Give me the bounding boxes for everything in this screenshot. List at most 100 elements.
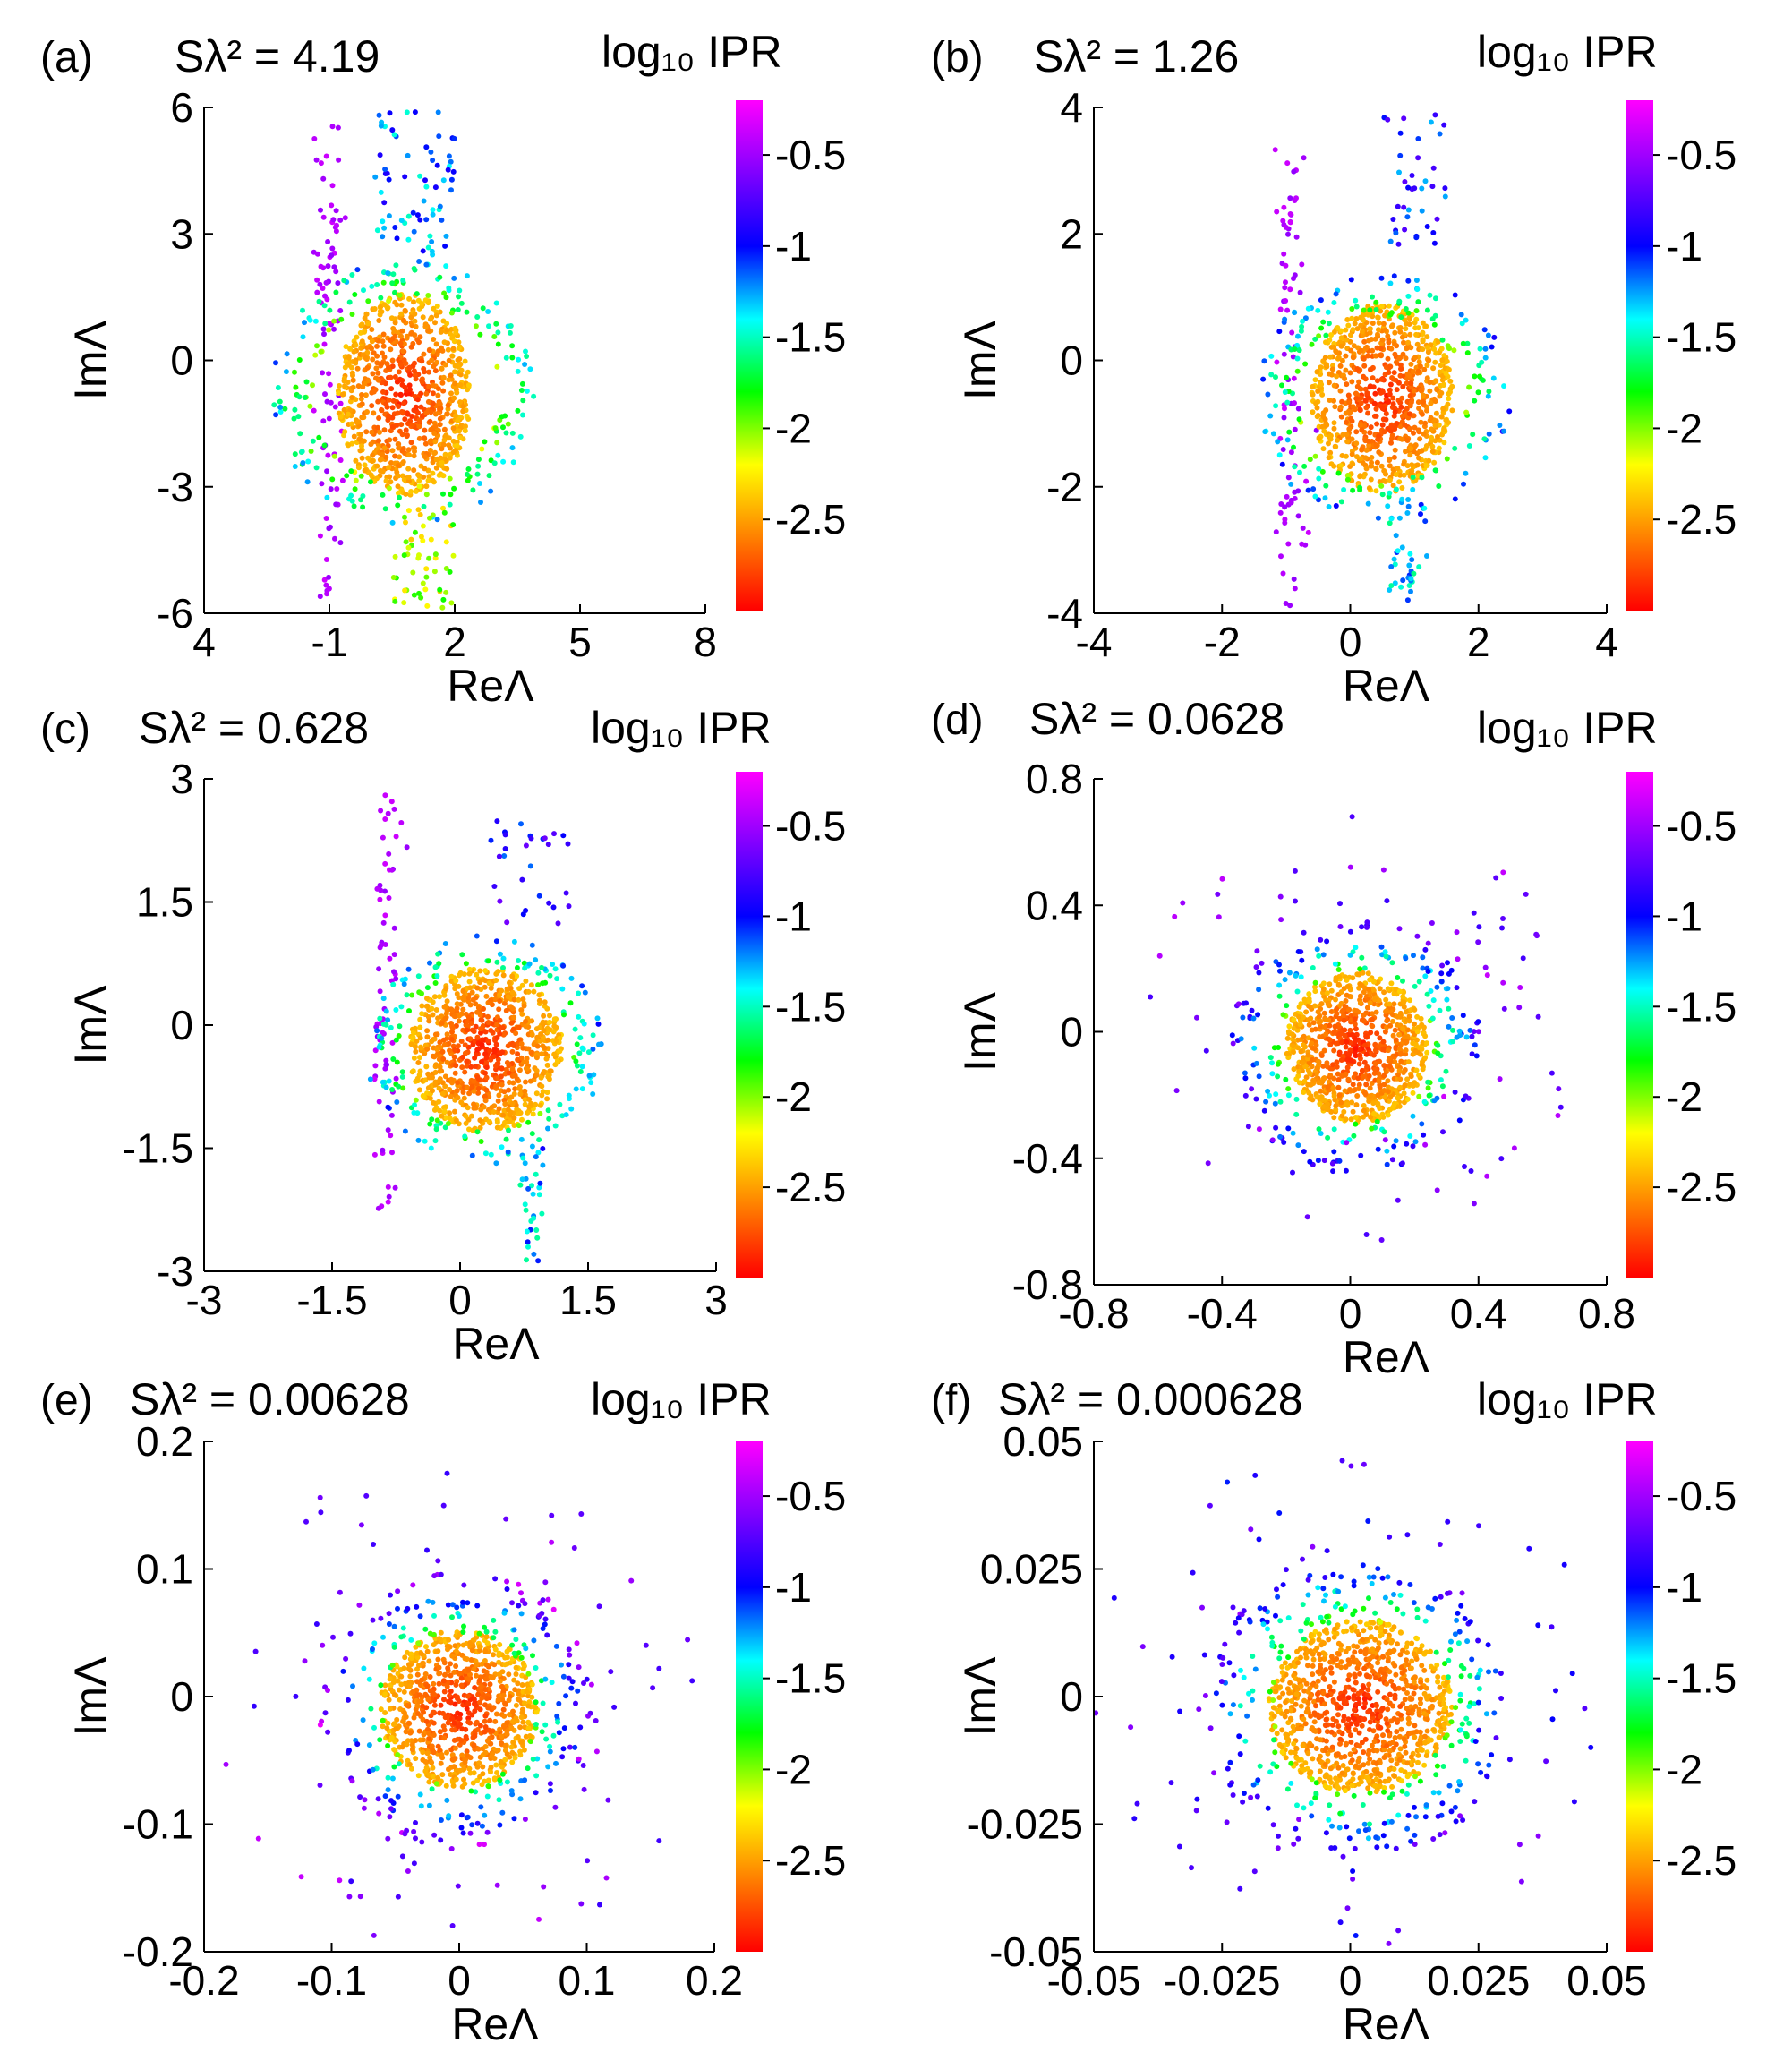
scatter-point — [1296, 1069, 1302, 1074]
scatter-point — [516, 986, 523, 992]
scatter-point — [1407, 1133, 1413, 1139]
scatter-point — [1243, 1000, 1249, 1006]
scatter-point — [1256, 970, 1262, 976]
colorbar-label: log₁₀ IPR — [591, 703, 772, 753]
scatter-point — [481, 1005, 486, 1012]
scatter-point — [1312, 493, 1318, 500]
scatter-point — [1463, 317, 1469, 323]
scatter-point — [1293, 898, 1298, 904]
scatter-point — [333, 269, 339, 275]
y-tick-label: 3 — [170, 756, 193, 802]
scatter-point — [1392, 1059, 1398, 1064]
scatter-point — [455, 1095, 461, 1101]
scatter-point — [1327, 449, 1334, 456]
scatter-point — [424, 996, 430, 1002]
scatter-point — [391, 806, 397, 812]
scatter-point — [514, 965, 520, 970]
y-tick-label: 0 — [170, 1002, 193, 1048]
scatter-point — [494, 363, 500, 370]
scatter-point — [422, 177, 428, 184]
scatter-point — [329, 183, 336, 189]
scatter-point — [1459, 321, 1465, 327]
scatter-point — [349, 272, 355, 278]
scatter-point — [430, 211, 436, 218]
scatter-point — [1485, 332, 1491, 338]
scatter-point — [1429, 449, 1436, 455]
scatter-point — [300, 334, 306, 340]
scatter-point — [1292, 310, 1298, 316]
scatter-point — [1310, 383, 1316, 389]
scatter-point — [374, 463, 380, 469]
scatter-point — [438, 1702, 444, 1708]
scatter-point — [339, 477, 346, 483]
scatter-point — [1316, 1020, 1322, 1026]
scatter-point — [374, 282, 380, 287]
scatter-point — [1272, 1100, 1278, 1107]
scatter-point — [401, 357, 407, 363]
scatter-point — [1320, 1063, 1327, 1069]
scatter-point — [1434, 984, 1440, 990]
scatter-point — [1297, 469, 1302, 475]
scatter-point — [1432, 423, 1438, 429]
scatter-point — [434, 1047, 440, 1053]
scatter-point — [348, 492, 354, 499]
scatter-point — [1357, 966, 1363, 972]
scatter-point — [444, 411, 450, 417]
scatter-point — [1392, 341, 1397, 347]
scatter-point — [1331, 1093, 1337, 1099]
scatter-point — [1411, 570, 1417, 577]
scatter-point — [1299, 541, 1305, 547]
scatter-point — [1437, 393, 1443, 399]
scatter-point — [1344, 1101, 1350, 1107]
scatter-point — [1327, 1022, 1333, 1029]
scatter-point — [471, 1078, 477, 1084]
scatter-point — [1377, 1084, 1383, 1090]
scatter-point — [494, 1119, 500, 1125]
scatter-point — [1265, 391, 1271, 398]
scatter-point — [1417, 436, 1423, 442]
scatter-point — [1267, 1055, 1274, 1061]
scatter-point — [547, 1013, 552, 1019]
scatter-point — [1392, 409, 1398, 415]
scatter-point — [430, 512, 436, 518]
scatter-point — [397, 340, 404, 346]
scatter-point — [1445, 960, 1450, 966]
scatter-point — [422, 1077, 429, 1083]
scatter-point — [1370, 1052, 1377, 1058]
scatter-point — [540, 980, 546, 987]
scatter-point — [416, 483, 422, 490]
scatter-point — [1336, 1092, 1343, 1099]
scatter-point — [1412, 1080, 1418, 1086]
scatter-point — [477, 481, 482, 486]
scatter-point — [1386, 1047, 1391, 1054]
scatter-point — [1316, 497, 1321, 503]
scatter-point — [1369, 1125, 1375, 1132]
scatter-point — [454, 991, 460, 996]
scatter-point — [522, 362, 528, 367]
scatter-point — [509, 1048, 516, 1055]
scatter-point — [541, 1013, 547, 1019]
scatter-point — [1348, 994, 1354, 1000]
scatter-point — [310, 382, 315, 389]
scatter-point — [447, 1693, 453, 1698]
scatter-point — [1335, 470, 1342, 476]
scatter-point — [1438, 970, 1445, 977]
scatter-point — [1365, 312, 1371, 318]
scatter-point — [520, 1045, 526, 1051]
scatter-point — [466, 966, 473, 972]
scatter-point — [1430, 997, 1437, 1004]
scatter-point — [1203, 1047, 1209, 1054]
scatter-point — [1310, 1077, 1317, 1083]
scatter-point — [1337, 901, 1343, 907]
scatter-point — [1282, 316, 1288, 322]
scatter-point — [1305, 305, 1311, 312]
scatter-point — [1341, 487, 1347, 492]
scatter-point — [349, 498, 355, 504]
scatter-point — [411, 368, 417, 374]
scatter-point — [381, 200, 388, 206]
scatter-point — [1240, 1014, 1246, 1021]
scatter-point — [429, 248, 435, 254]
scatter-point — [1359, 1067, 1365, 1073]
scatter-point — [462, 1050, 468, 1056]
scatter-point — [1397, 152, 1404, 158]
